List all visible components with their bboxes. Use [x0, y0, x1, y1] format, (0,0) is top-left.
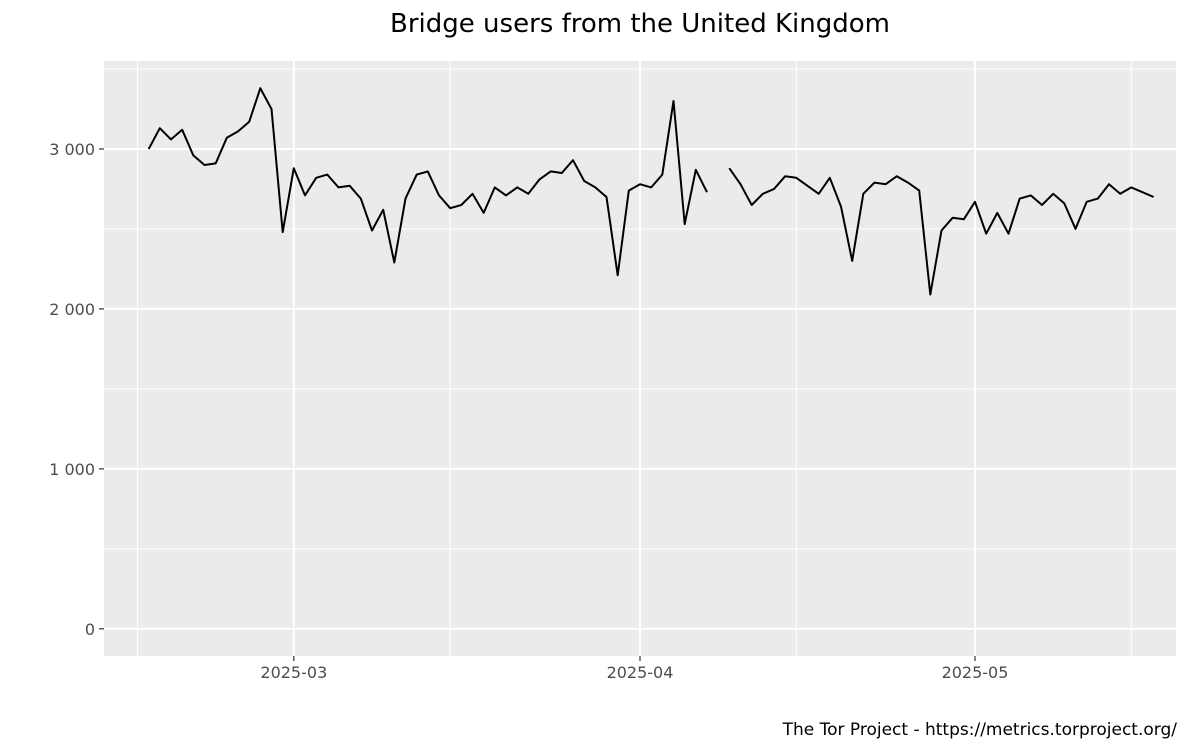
series-line: [728, 167, 1155, 296]
y-axis-labels: 0 1 000 2 000 3 000: [49, 140, 95, 639]
y-tick-label: 0: [85, 620, 95, 639]
x-tick-label: 2025-03: [260, 663, 327, 682]
chart-caption: The Tor Project - https://metrics.torpro…: [782, 720, 1178, 740]
x-axis-labels: 2025-03 2025-04 2025-05: [260, 663, 1008, 682]
y-tick-label: 1 000: [49, 460, 95, 479]
y-tick-label: 3 000: [49, 140, 95, 159]
major-gridlines: [104, 61, 1176, 656]
y-tick-label: 2 000: [49, 300, 95, 319]
series-line: [147, 87, 708, 277]
chart-title: Bridge users from the United Kingdom: [390, 9, 890, 39]
axis-ticks: [99, 148, 976, 661]
x-tick-label: 2025-05: [942, 663, 1009, 682]
x-tick-label: 2025-04: [607, 663, 674, 682]
series-group: [147, 87, 1155, 296]
